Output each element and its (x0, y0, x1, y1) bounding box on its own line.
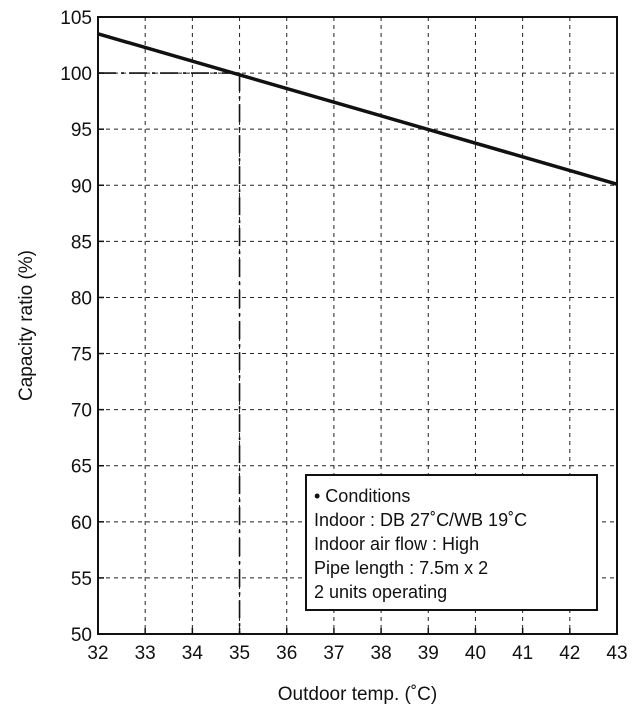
x-tick-labels: 32 33 34 35 36 37 38 39 40 41 42 43 (87, 628, 628, 664)
series-lines (97, 32, 618, 186)
y-tick-label: 85 (71, 232, 92, 253)
y-tick-label: 105 (60, 8, 92, 29)
x-tick-label: 37 (323, 643, 344, 664)
conditions-box-frame (305, 474, 598, 611)
x-tick-label: 33 (135, 643, 156, 664)
y-tick-label: 55 (71, 569, 92, 590)
reference-lines (98, 72, 241, 634)
x-tick-label: 35 (229, 643, 250, 664)
x-axis-label: Outdoor temp. (˚C) (278, 684, 437, 705)
conditions-box: • Conditions Indoor : DB 27˚C/WB 19˚C In… (305, 474, 598, 611)
y-tick-label: 75 (71, 345, 92, 366)
condition-line: Pipe length : 7.5m x 2 (314, 558, 488, 578)
x-tick-label: 42 (559, 643, 580, 664)
x-tick-label: 41 (512, 643, 533, 664)
series-line (97, 32, 618, 186)
y-tick-label: 95 (71, 120, 92, 141)
y-axis-label: Capacity ratio (%) (16, 250, 37, 401)
condition-line: Indoor : DB 27˚C/WB 19˚C (314, 510, 527, 530)
y-tick-label: 60 (71, 513, 92, 534)
y-tick-label: 70 (71, 401, 92, 422)
x-tick-label: 39 (418, 643, 439, 664)
x-tick-label: 40 (465, 643, 486, 664)
x-tick-label: 36 (276, 643, 297, 664)
x-tick-label: 38 (371, 643, 392, 664)
y-tick-labels: 50 55 60 65 70 75 80 85 90 95 100 105 (60, 8, 104, 646)
x-tick-label: 34 (182, 643, 204, 664)
plot-frame (97, 16, 618, 635)
x-tick-label: 32 (87, 643, 108, 664)
y-tick-label: 65 (71, 457, 92, 478)
y-tick-label: 80 (71, 288, 92, 309)
x-tick-label: 43 (606, 643, 627, 664)
condition-line: 2 units operating (314, 582, 447, 602)
condition-line: Indoor air flow : High (314, 534, 479, 554)
y-tick-label: 100 (60, 64, 92, 85)
y-tick-label: 90 (71, 176, 92, 197)
condition-line: • Conditions (314, 486, 410, 506)
y-tick-label: 50 (71, 625, 92, 646)
